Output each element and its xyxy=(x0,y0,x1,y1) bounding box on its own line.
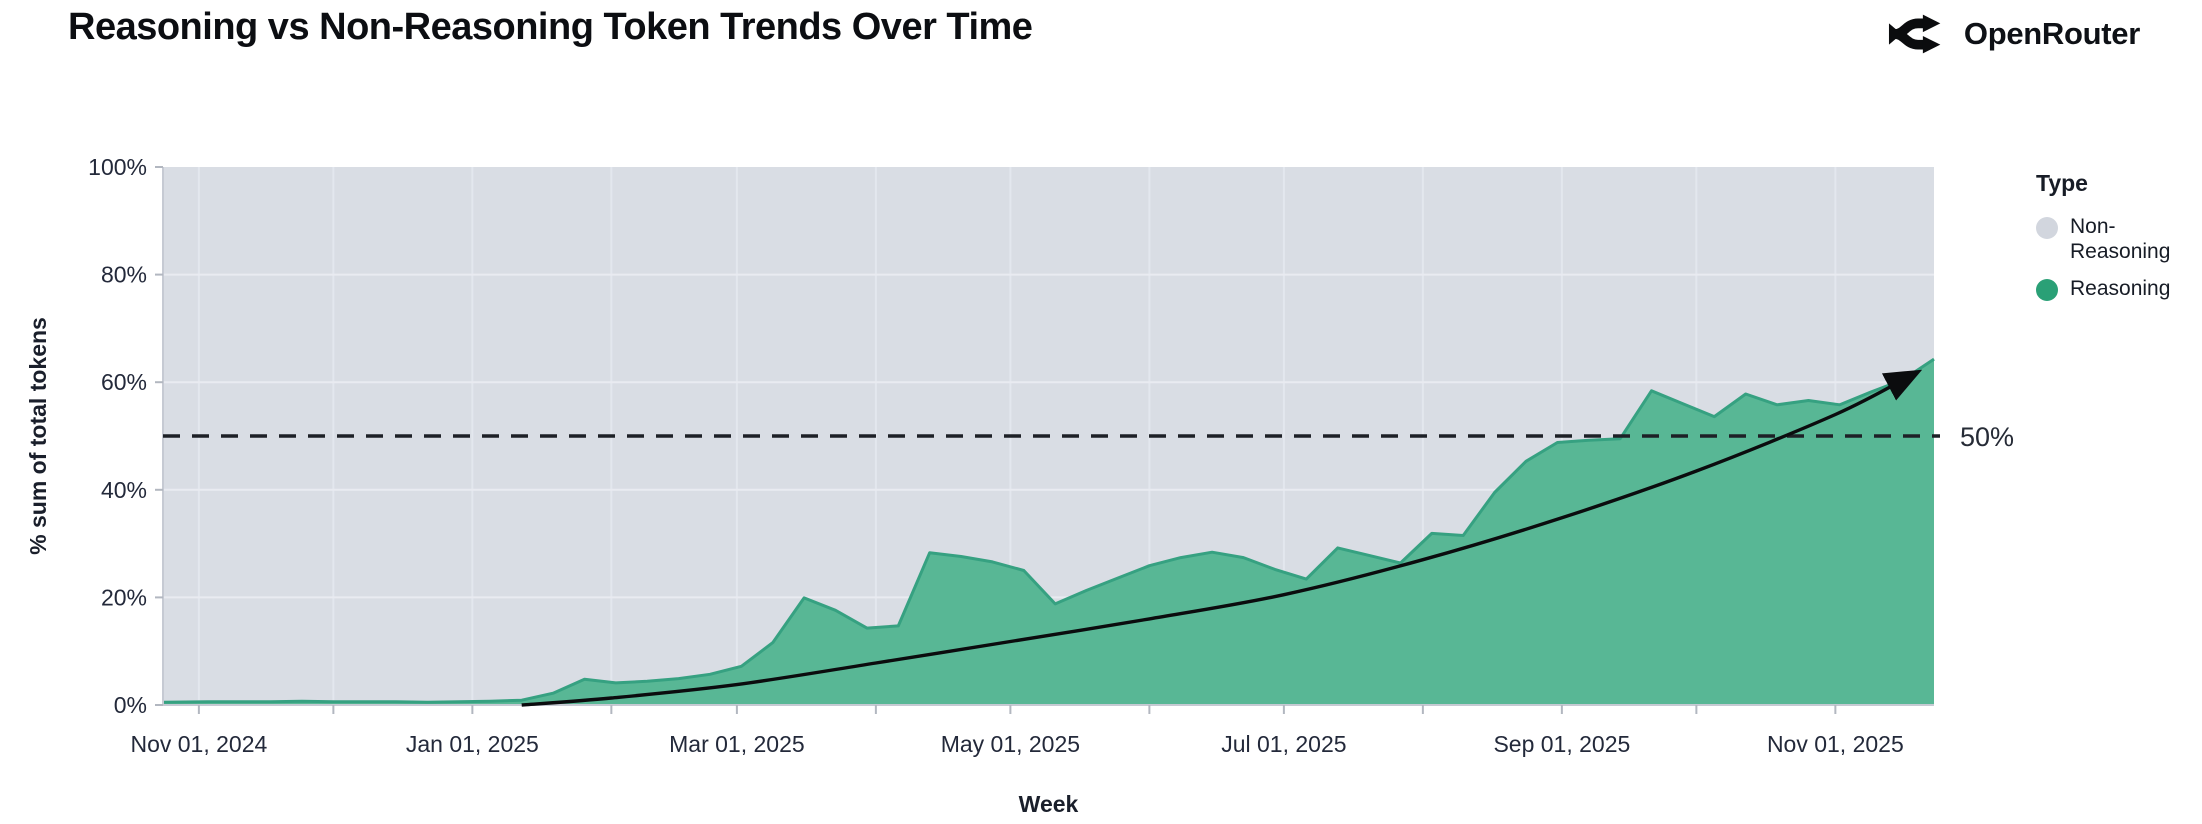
y-axis-title: % sum of total tokens xyxy=(25,317,51,555)
legend-item-reasoning[interactable]: Reasoning xyxy=(2036,277,2198,302)
reasoning-area-edge xyxy=(162,357,1935,704)
y-tick-label: 100% xyxy=(88,154,147,180)
reasoning-swatch xyxy=(2036,278,2058,301)
y-tick-label: 0% xyxy=(114,692,147,718)
y-tick-label: 40% xyxy=(101,477,147,503)
y-tick-label: 60% xyxy=(101,369,147,395)
y-tick-label: 20% xyxy=(101,584,147,610)
x-axis-title: Week xyxy=(1019,791,1079,817)
x-tick-label: Nov 01, 2024 xyxy=(130,731,267,757)
chart-legend: Type Non-Reasoning Reasoning xyxy=(2036,170,2198,313)
brand-name: OpenRouter xyxy=(1963,16,2140,51)
exponential-trend-arrow xyxy=(521,369,1923,707)
page-title: Reasoning vs Non-Reasoning Token Trends … xyxy=(68,6,1033,48)
fifty-percent-label: 50% xyxy=(1960,422,2014,452)
legend-label-reasoning: Reasoning xyxy=(2070,276,2171,300)
non-reasoning-swatch xyxy=(2036,217,2058,239)
legend-label-non-reasoning: Non-Reasoning xyxy=(2070,215,2171,263)
x-tick-label: Nov 01, 2025 xyxy=(1767,731,1904,757)
openrouter-brand[interactable]: OpenRouter xyxy=(1888,10,2140,58)
x-tick-label: May 01, 2025 xyxy=(941,731,1080,757)
y-axis-ticks: 0% 20% 40% 60% 80% 100% xyxy=(88,154,163,718)
x-tick-label: Jan 01, 2025 xyxy=(406,731,539,757)
x-tick-label: Jul 01, 2025 xyxy=(1221,731,1346,757)
x-tick-label: Mar 01, 2025 xyxy=(669,731,805,757)
x-axis-ticks: Nov 01, 2024 Jan 01, 2025 Mar 01, 2025 May … xyxy=(130,705,1904,757)
reasoning-area xyxy=(163,359,1934,705)
legend-title: Type xyxy=(2036,170,2088,196)
x-tick-label: Sep 01, 2025 xyxy=(1493,731,1630,757)
y-tick-label: 80% xyxy=(101,262,147,288)
legend-item-non-reasoning[interactable]: Non-Reasoning xyxy=(2036,215,2198,265)
openrouter-logo-icon xyxy=(1888,14,1941,54)
